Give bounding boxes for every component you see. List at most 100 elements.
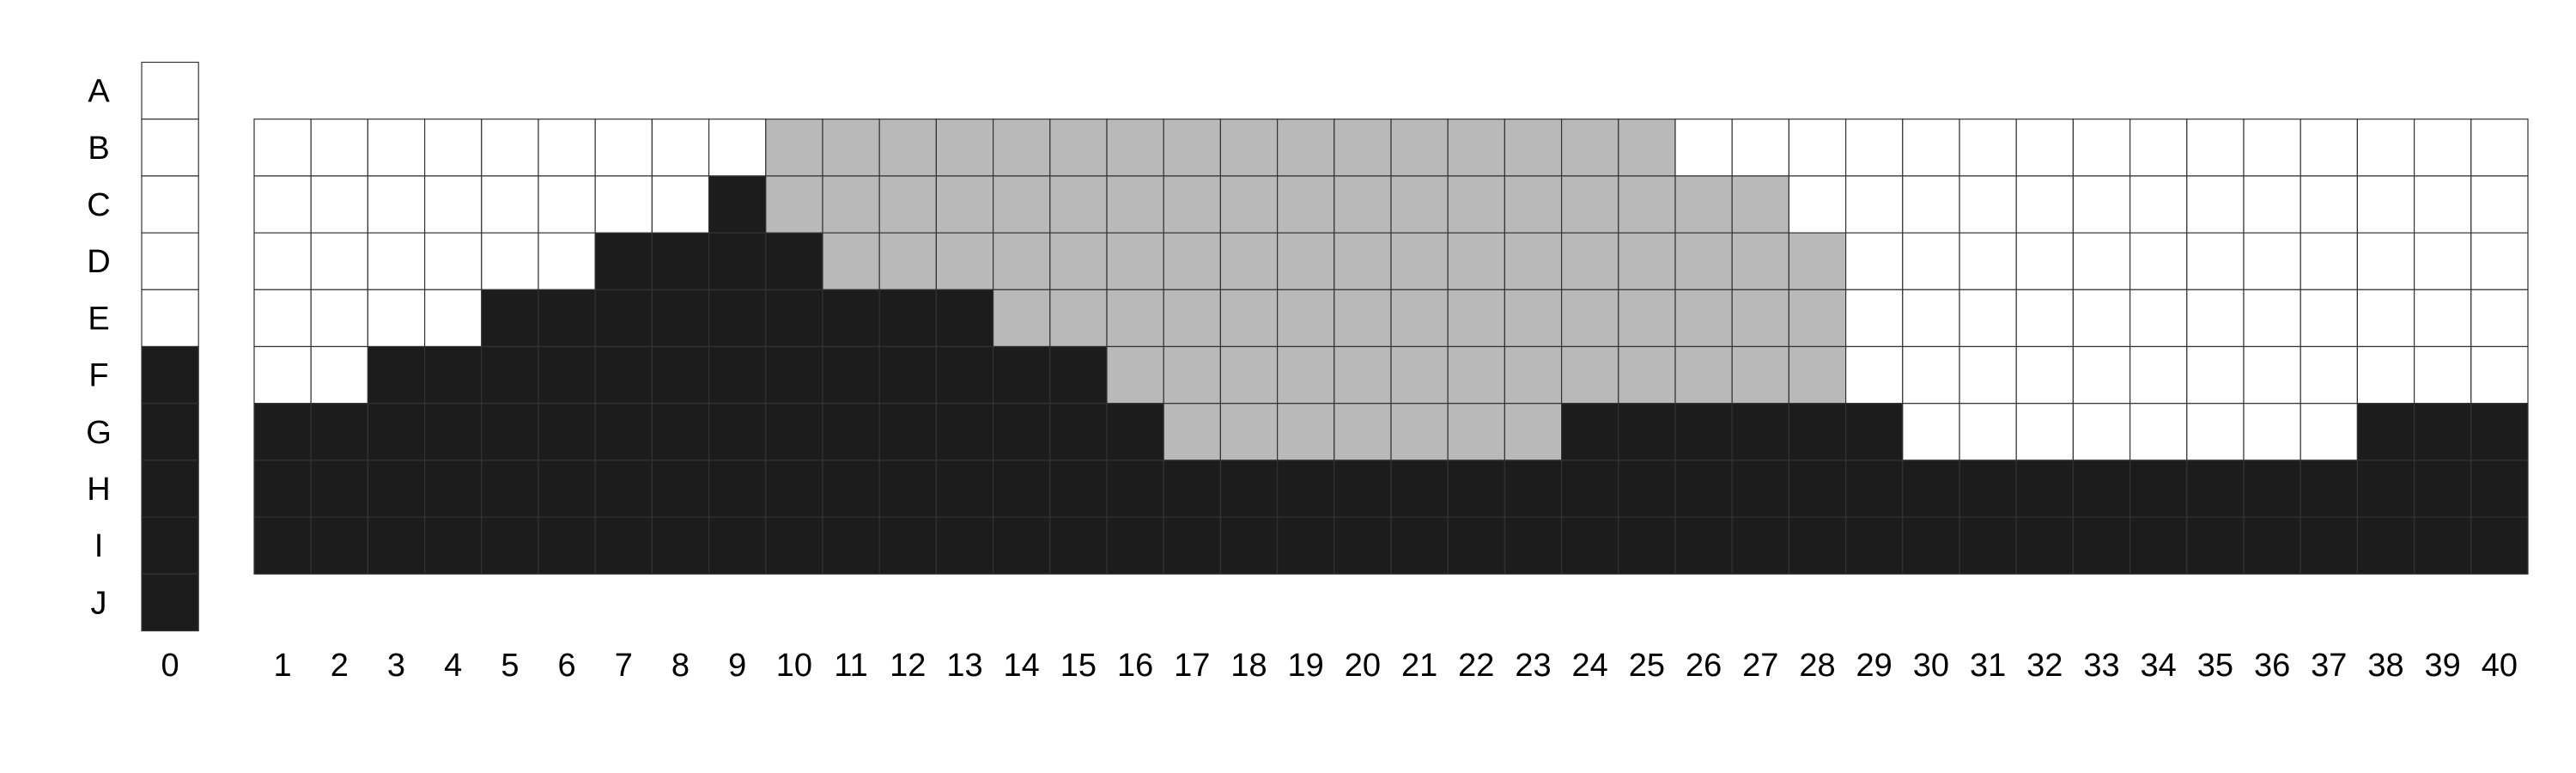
cell-f-5 — [481, 345, 539, 405]
col-label-39: 39 — [2425, 648, 2461, 684]
col-label-36: 36 — [2254, 648, 2290, 684]
cell-i-8 — [651, 516, 710, 575]
cell-h-31 — [1959, 460, 2017, 518]
row-label-e: E — [88, 301, 109, 337]
cell-d-3 — [367, 232, 426, 290]
cell-h-11 — [822, 460, 880, 518]
cell-b-29 — [1845, 119, 1904, 177]
cell-b-5 — [481, 119, 539, 177]
cell-d-6 — [538, 232, 596, 290]
cell-h-13 — [935, 460, 994, 518]
col-label-28: 28 — [1799, 648, 1835, 684]
cell-c-26 — [1674, 175, 1733, 234]
cell-i-11 — [822, 516, 880, 575]
cell-h-38 — [2356, 460, 2415, 518]
col-label-10: 10 — [776, 648, 812, 684]
cell-c-32 — [2015, 175, 2074, 234]
cell-f-30 — [1902, 345, 1960, 405]
cell-g-34 — [2129, 403, 2188, 461]
cell-h-7 — [594, 460, 653, 518]
cell-e-40 — [2470, 289, 2529, 348]
cell-g-22 — [1447, 403, 1505, 461]
cell-c-40 — [2470, 175, 2529, 234]
cell-e-13 — [935, 289, 994, 348]
cell-h-20 — [1334, 460, 1392, 518]
cell-f-9 — [708, 345, 767, 405]
cell-h-35 — [2186, 460, 2245, 518]
cell-f-35 — [2186, 345, 2245, 405]
cell-d-21 — [1390, 232, 1449, 290]
cell-f-31 — [1959, 345, 2017, 405]
cell-h-15 — [1049, 460, 1108, 518]
cell-i-35 — [2186, 516, 2245, 575]
cell-b-4 — [424, 119, 483, 177]
cell-g-27 — [1731, 403, 1789, 461]
cell-h-36 — [2243, 460, 2301, 518]
cell-i-31 — [1959, 516, 2017, 575]
cell-c-21 — [1390, 175, 1449, 234]
cell-h-40 — [2470, 460, 2529, 518]
cell-e-8 — [651, 289, 710, 348]
cell-f-17 — [1163, 345, 1221, 405]
cell-c-38 — [2356, 175, 2415, 234]
cell-h-37 — [2300, 460, 2358, 518]
cell-g-23 — [1504, 403, 1563, 461]
cell-c-30 — [1902, 175, 1960, 234]
col-label-3: 3 — [387, 648, 405, 684]
cell-h-9 — [708, 460, 767, 518]
cell-c-5 — [481, 175, 539, 234]
cell-g-19 — [1276, 403, 1335, 461]
cell-h-22 — [1447, 460, 1505, 518]
cell-f-12 — [878, 345, 937, 405]
row-label-g: G — [86, 415, 112, 451]
cell-e-4 — [424, 289, 483, 348]
cell-d-22 — [1447, 232, 1505, 290]
cell-c-33 — [2072, 175, 2131, 234]
cell-b-22 — [1447, 119, 1505, 177]
cell-g-25 — [1618, 403, 1676, 461]
col-label-4: 4 — [444, 648, 462, 684]
cell-e-10 — [765, 289, 823, 348]
cell-b-7 — [594, 119, 653, 177]
cell-g-21 — [1390, 403, 1449, 461]
cell-d-39 — [2414, 232, 2472, 290]
cell-f-34 — [2129, 345, 2188, 405]
cell-e-35 — [2186, 289, 2245, 348]
cell-f-28 — [1788, 345, 1847, 405]
cell-c-36 — [2243, 175, 2301, 234]
cell-h-14 — [992, 460, 1051, 518]
cell-f-38 — [2356, 345, 2415, 405]
cell-h-12 — [878, 460, 937, 518]
cell-e-19 — [1276, 289, 1335, 348]
cell-g-31 — [1959, 403, 2017, 461]
col-label-14: 14 — [1004, 648, 1040, 684]
cell-c-28 — [1788, 175, 1847, 234]
cell-b-2 — [310, 119, 369, 177]
col-label-9: 9 — [728, 648, 746, 684]
cell-e-36 — [2243, 289, 2301, 348]
cell-d-25 — [1618, 232, 1676, 290]
cell-e-32 — [2015, 289, 2074, 348]
cell-h-25 — [1618, 460, 1676, 518]
main-grid — [253, 119, 2529, 575]
col-label-11: 11 — [834, 648, 867, 684]
cell-e-9 — [708, 289, 767, 348]
cell-e-1 — [253, 289, 312, 348]
cell-e-11 — [822, 289, 880, 348]
cell-e-25 — [1618, 289, 1676, 348]
cell-i-32 — [2015, 516, 2074, 575]
row-label-a: A — [88, 74, 110, 110]
cell-c-29 — [1845, 175, 1904, 234]
cell-f-16 — [1106, 345, 1164, 405]
cell-b-39 — [2414, 119, 2472, 177]
col0-cell-a — [141, 61, 199, 120]
cell-i-5 — [481, 516, 539, 575]
cell-b-24 — [1560, 119, 1619, 177]
cell-i-21 — [1390, 516, 1449, 575]
cell-c-14 — [992, 175, 1051, 234]
cell-h-26 — [1674, 460, 1733, 518]
cell-i-38 — [2356, 516, 2415, 575]
cell-h-18 — [1219, 460, 1279, 518]
cell-f-15 — [1049, 345, 1108, 405]
cell-h-39 — [2414, 460, 2472, 518]
